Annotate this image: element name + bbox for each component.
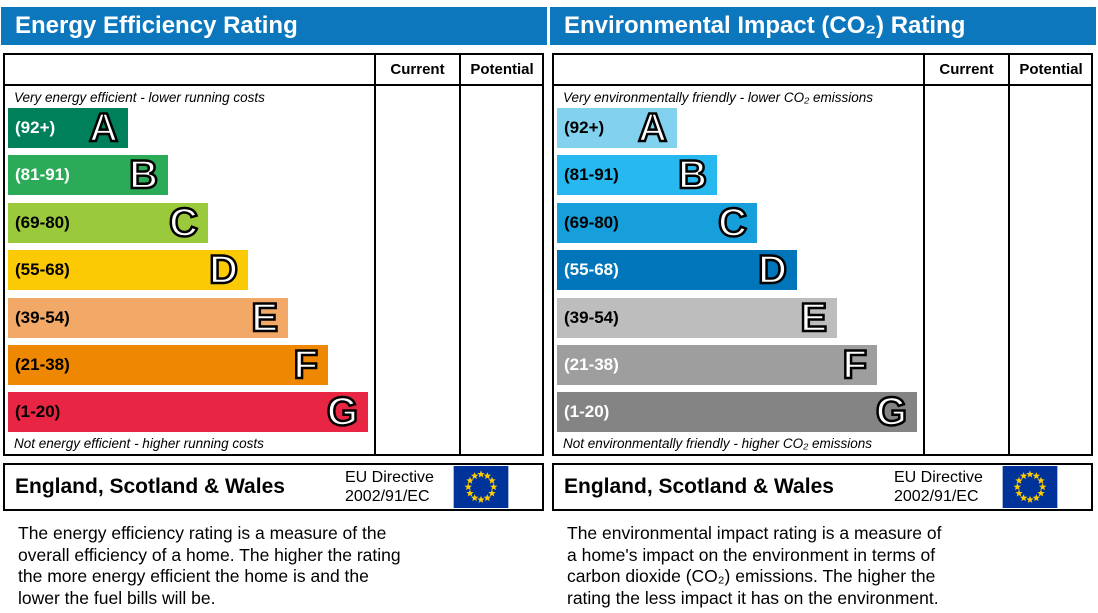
- band-letter: C: [168, 200, 199, 245]
- band-range-label: (69-80): [15, 212, 70, 232]
- energy-bottom-caption: Not energy efficient - higher running co…: [14, 436, 264, 451]
- energy-rating-chart: Current Potential Very energy efficient …: [3, 53, 544, 456]
- environmental-rating-chart: Current Potential Very environmentally f…: [552, 53, 1093, 456]
- environmental-bands: (92+) A (81-91) B (69-80) C (55-68) D (3…: [557, 106, 917, 440]
- band-letter: A: [637, 106, 668, 150]
- eu-directive-label: EU Directive 2002/91/EC: [345, 469, 434, 505]
- band-range-label: (1-20): [564, 402, 610, 422]
- band-range-label: (81-91): [564, 165, 619, 185]
- band-letter: F: [292, 342, 319, 387]
- current-column-header: Current: [939, 61, 994, 78]
- potential-column-header: Potential: [1019, 61, 1083, 78]
- band-letter: E: [799, 295, 828, 340]
- energy-description: The energy efficiency rating is a measur…: [18, 523, 401, 608]
- energy-band-d: (55-68) D: [8, 248, 248, 293]
- band-range-label: (21-38): [15, 354, 70, 374]
- eu-directive-label: EU Directive 2002/91/EC: [894, 469, 983, 505]
- current-column-divider: [923, 55, 925, 454]
- potential-column-header: Potential: [470, 61, 534, 78]
- energy-band-e: (39-54) E: [8, 295, 288, 340]
- potential-column-divider: [1008, 55, 1010, 454]
- band-letter: C: [717, 200, 748, 245]
- energy-top-caption: Very energy efficient - lower running co…: [14, 90, 265, 105]
- environmental-impact-panel: Environmental Impact (CO₂) Rating Curren…: [550, 7, 1096, 613]
- band-letter: B: [128, 153, 159, 198]
- potential-column-divider: [459, 55, 461, 454]
- energy-footer: England, Scotland & Wales EU Directive 20…: [3, 463, 544, 511]
- column-header-row: Current Potential: [554, 55, 1091, 86]
- band-range-label: (92+): [564, 118, 605, 137]
- band-range-label: (1-20): [15, 402, 61, 422]
- band-range-label: (69-80): [564, 212, 619, 232]
- environmental-band-e: (39-54) E: [557, 295, 837, 340]
- band-letter: G: [875, 390, 909, 435]
- region-label: England, Scotland & Wales: [15, 475, 285, 498]
- energy-chart-title: Energy Efficiency Rating: [1, 7, 547, 45]
- band-range-label: (39-54): [564, 307, 619, 327]
- band-range-label: (21-38): [564, 354, 619, 374]
- energy-efficiency-panel: Energy Efficiency Rating Current Potenti…: [1, 7, 547, 613]
- environmental-band-c: (69-80) C: [557, 200, 757, 245]
- environmental-bottom-caption: Not environmentally friendly - higher CO…: [563, 436, 873, 451]
- column-header-row: Current Potential: [5, 55, 542, 86]
- energy-band-b: (81-91) B: [8, 153, 168, 198]
- energy-band-a: (92+) A: [8, 106, 128, 150]
- environmental-band-f: (21-38) F: [557, 342, 877, 387]
- environmental-band-g: (1-20) G: [557, 390, 917, 435]
- energy-band-g: (1-20) G: [8, 390, 368, 435]
- environmental-footer: England, Scotland & Wales EU Directive 20…: [552, 463, 1093, 511]
- eu-flag-icon: [1002, 466, 1058, 508]
- environmental-band-a: (92+) A: [557, 106, 677, 150]
- band-range-label: (81-91): [15, 165, 70, 185]
- eu-flag-icon: [453, 466, 509, 508]
- environmental-top-caption: Very environmentally friendly - lower CO…: [563, 90, 873, 105]
- band-range-label: (39-54): [15, 307, 70, 327]
- band-range-label: (92+): [15, 118, 56, 137]
- band-letter: D: [208, 248, 239, 293]
- energy-bands: (92+) A (81-91) B (69-80) C (55-68) D (3…: [8, 106, 368, 440]
- current-column-header: Current: [390, 61, 445, 78]
- band-letter: A: [88, 106, 119, 150]
- current-column-divider: [374, 55, 376, 454]
- energy-band-c: (69-80) C: [8, 200, 208, 245]
- region-label: England, Scotland & Wales: [564, 475, 834, 498]
- environmental-description: The environmental impact rating is a mea…: [567, 523, 942, 608]
- band-letter: G: [326, 390, 360, 435]
- band-letter: B: [677, 153, 708, 198]
- energy-band-f: (21-38) F: [8, 342, 328, 387]
- band-range-label: (55-68): [15, 260, 70, 280]
- environmental-chart-title: Environmental Impact (CO₂) Rating: [550, 7, 1096, 45]
- environmental-band-b: (81-91) B: [557, 153, 717, 198]
- band-letter: E: [250, 295, 279, 340]
- band-range-label: (55-68): [564, 260, 619, 280]
- band-letter: F: [841, 342, 868, 387]
- band-letter: D: [757, 248, 788, 293]
- environmental-band-d: (55-68) D: [557, 248, 797, 293]
